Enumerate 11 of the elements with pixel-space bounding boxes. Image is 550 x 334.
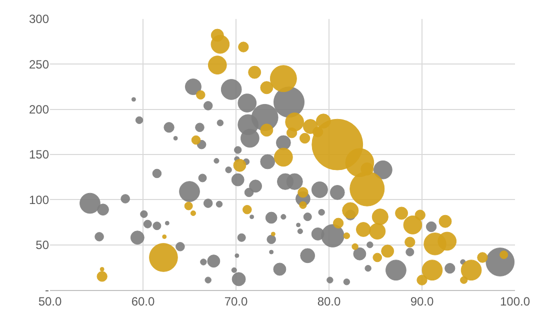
y-tick-label: 300 [28, 12, 50, 26]
y-tick-label: 50 [36, 238, 50, 252]
x-tick-label: 60.0 [131, 294, 155, 308]
x-tick-label: 100.0 [500, 294, 530, 308]
y-tick-label: 150 [28, 148, 50, 162]
x-tick-label: 70.0 [224, 294, 248, 308]
x-tick-label: 80.0 [317, 294, 341, 308]
y-tick-label: 200 [28, 102, 50, 117]
y-tick-label: 250 [28, 57, 50, 72]
x-tick-label: 90.0 [410, 294, 434, 308]
y-tick-label: 100 [28, 192, 50, 207]
